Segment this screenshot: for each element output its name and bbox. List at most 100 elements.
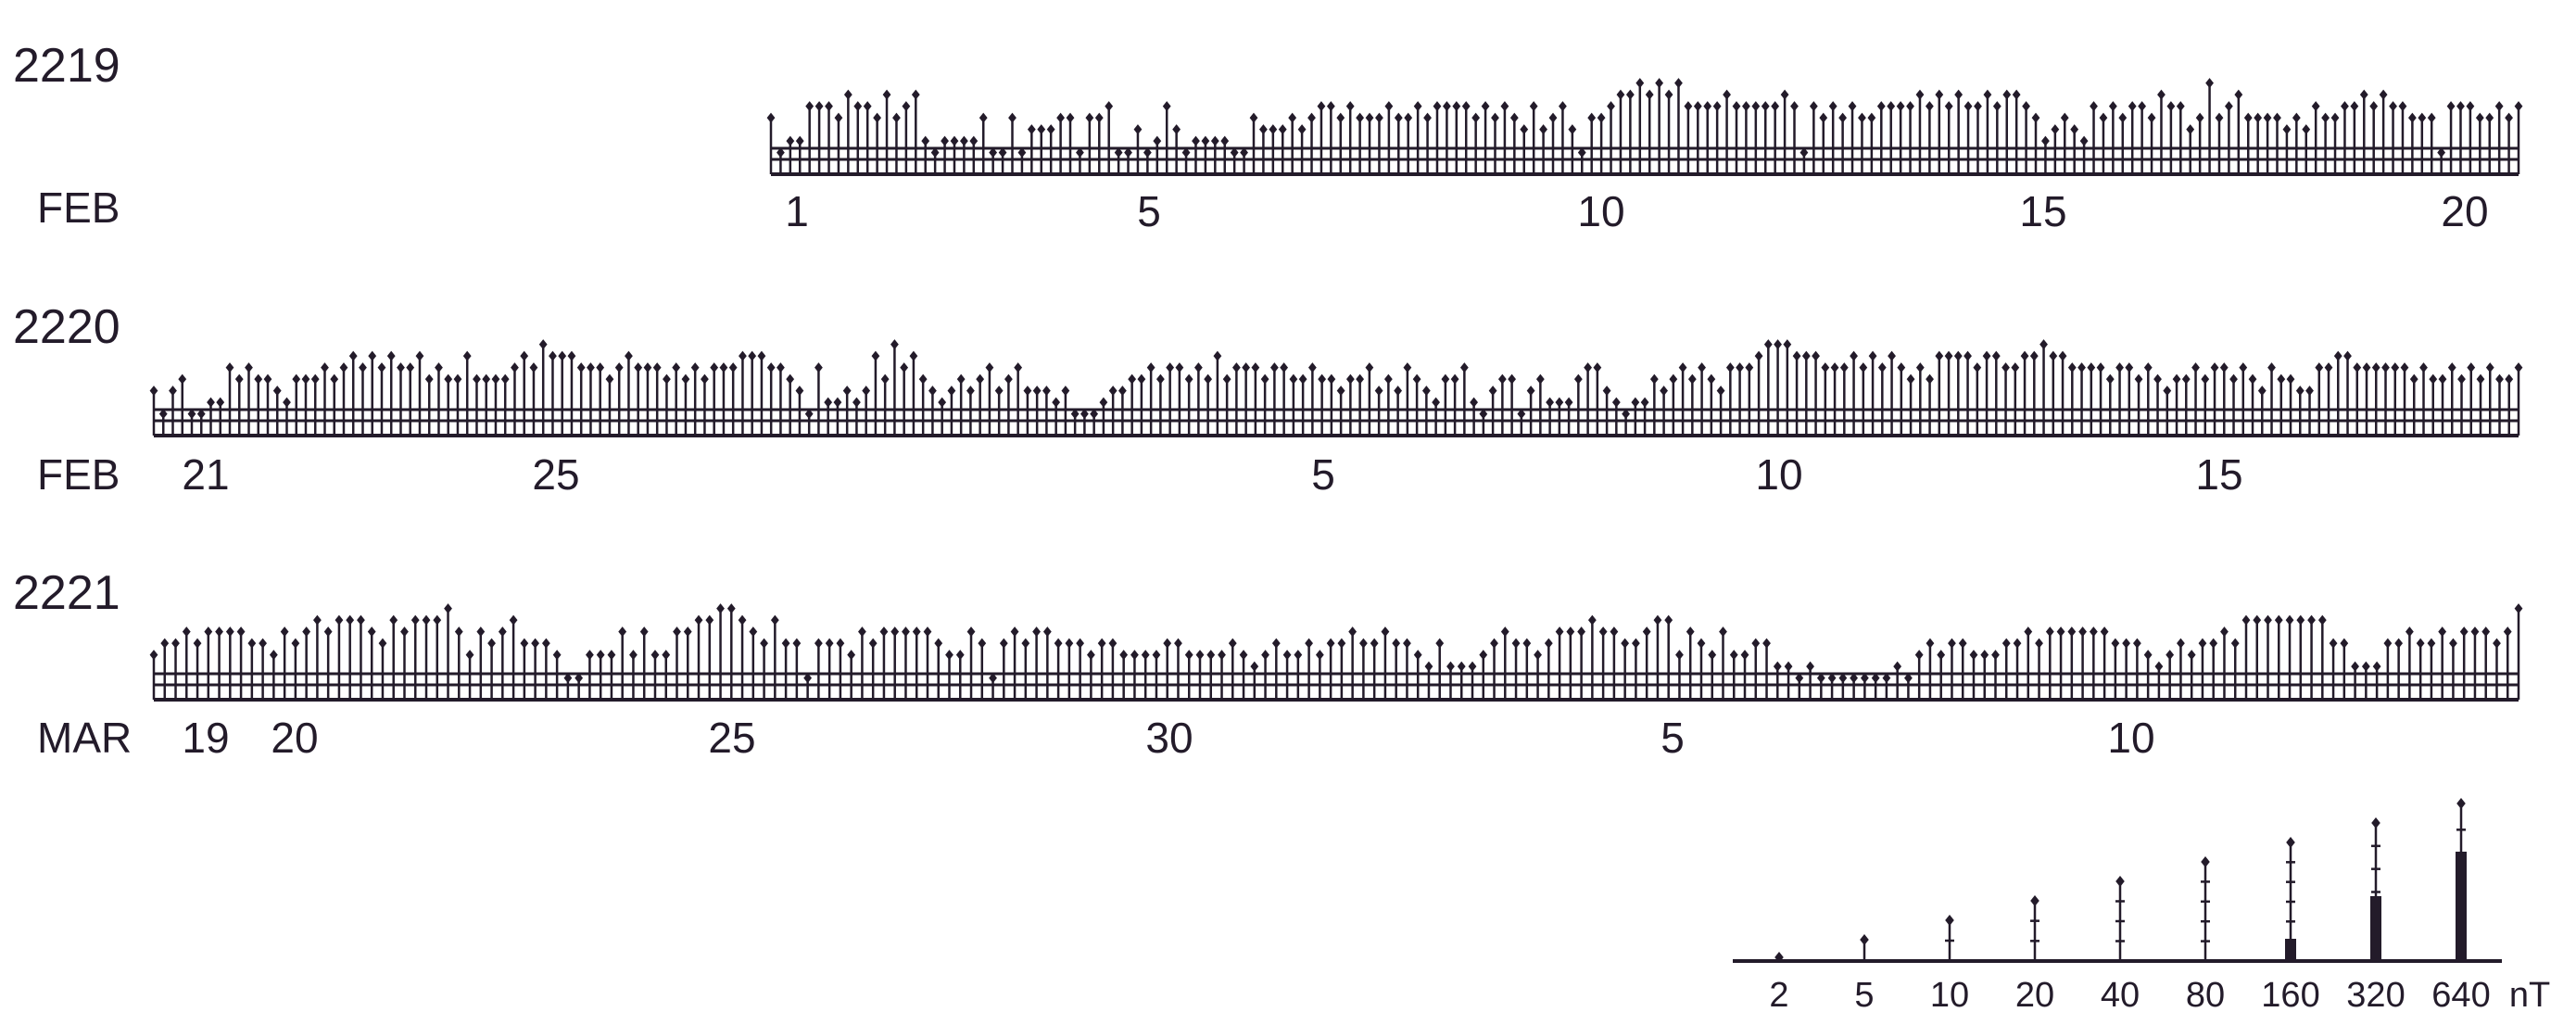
data-point: [1850, 350, 1858, 361]
key-marker: [2030, 895, 2039, 906]
data-point: [1555, 626, 1564, 638]
data-point: [389, 614, 398, 626]
data-point: [1611, 397, 1621, 408]
data-point: [2198, 638, 2207, 649]
data-point: [2039, 339, 2048, 350]
data-point: [2476, 373, 2485, 385]
data-point: [1056, 112, 1065, 123]
data-point: [941, 135, 949, 146]
data-point: [422, 614, 431, 626]
data-point: [1070, 409, 1080, 420]
data-point: [1365, 112, 1374, 123]
data-point: [1925, 101, 1934, 112]
data-point: [643, 362, 652, 373]
data-point: [1983, 89, 1992, 100]
key-bar: [2456, 852, 2467, 961]
data-point: [1133, 124, 1143, 135]
data-point: [511, 362, 519, 373]
data-point: [2475, 112, 2484, 123]
data-point: [1052, 397, 1061, 408]
data-point: [1980, 650, 1989, 661]
data-point: [879, 626, 889, 638]
data-point: [1716, 386, 1725, 397]
data-point: [1155, 373, 1165, 385]
data-point: [1520, 124, 1529, 135]
data-point: [1621, 638, 1630, 649]
data-point: [1684, 101, 1693, 112]
data-point: [2459, 626, 2469, 638]
data-point: [1336, 112, 1345, 123]
data-point: [1076, 638, 1085, 649]
key-marker: [2456, 798, 2466, 809]
data-point: [2157, 89, 2166, 100]
data-point: [1023, 386, 1032, 397]
data-point: [959, 135, 968, 146]
data-point: [882, 89, 891, 100]
data-point: [1213, 350, 1222, 361]
data-point: [160, 638, 170, 649]
data-point: [1297, 124, 1307, 135]
data-point: [2045, 626, 2054, 638]
data-point: [2400, 362, 2409, 373]
data-point: [2389, 101, 2397, 112]
data-point: [2494, 101, 2504, 112]
data-point: [1669, 373, 1678, 385]
data-point: [824, 397, 833, 408]
key-value-label: 160: [2261, 976, 2319, 1012]
month-label: FEB: [37, 450, 120, 499]
data-point: [1381, 626, 1390, 638]
data-point: [1736, 362, 1744, 373]
data-point: [1559, 101, 1567, 112]
data-point: [1356, 373, 1365, 385]
data-point: [2239, 362, 2248, 373]
data-point: [1359, 638, 1368, 649]
data-point: [2067, 362, 2077, 373]
data-point: [1751, 638, 1761, 649]
rotation-number: 2221: [13, 566, 120, 620]
data-point: [1457, 661, 1466, 672]
data-point: [1544, 638, 1553, 649]
data-point: [2122, 638, 2131, 649]
data-point: [2317, 614, 2327, 626]
data-point: [1206, 650, 1216, 661]
key-value-label: 2: [1769, 976, 1788, 1012]
data-point: [335, 614, 344, 626]
data-point: [1488, 386, 1497, 397]
data-point: [1725, 362, 1735, 373]
data-point: [529, 362, 538, 373]
data-point: [2058, 350, 2067, 361]
data-point: [2099, 112, 2108, 123]
data-point: [1859, 362, 1868, 373]
data-point: [215, 626, 223, 638]
key-marker: [1774, 952, 1784, 963]
data-point: [272, 386, 282, 397]
day-tick-label: 5: [1137, 187, 1161, 235]
data-point: [2285, 614, 2294, 626]
data-point: [2274, 614, 2283, 626]
data-point: [1099, 397, 1108, 408]
data-point: [2495, 373, 2504, 385]
data-point: [196, 409, 206, 420]
data-point: [1517, 409, 1526, 420]
data-point: [397, 362, 405, 373]
data-point: [1763, 339, 1773, 350]
key-markers: [1774, 798, 2467, 963]
data-point: [1413, 650, 1422, 661]
data-point: [2108, 101, 2117, 112]
data-point: [2125, 362, 2134, 373]
data-point: [2407, 112, 2417, 123]
data-point: [596, 362, 605, 373]
data-point: [803, 673, 813, 684]
data-point: [2307, 614, 2316, 626]
series-plot-2220: [149, 339, 2523, 437]
data-point: [1162, 101, 1171, 112]
data-point: [1459, 362, 1469, 373]
key-value-label: 20: [2015, 976, 2054, 1012]
data-point: [2241, 614, 2251, 626]
data-point: [1046, 124, 1055, 135]
data-point: [549, 350, 557, 361]
data-point: [2166, 101, 2176, 112]
data-point: [1370, 638, 1379, 649]
data-point: [1260, 373, 1269, 385]
data-point: [1114, 147, 1123, 158]
